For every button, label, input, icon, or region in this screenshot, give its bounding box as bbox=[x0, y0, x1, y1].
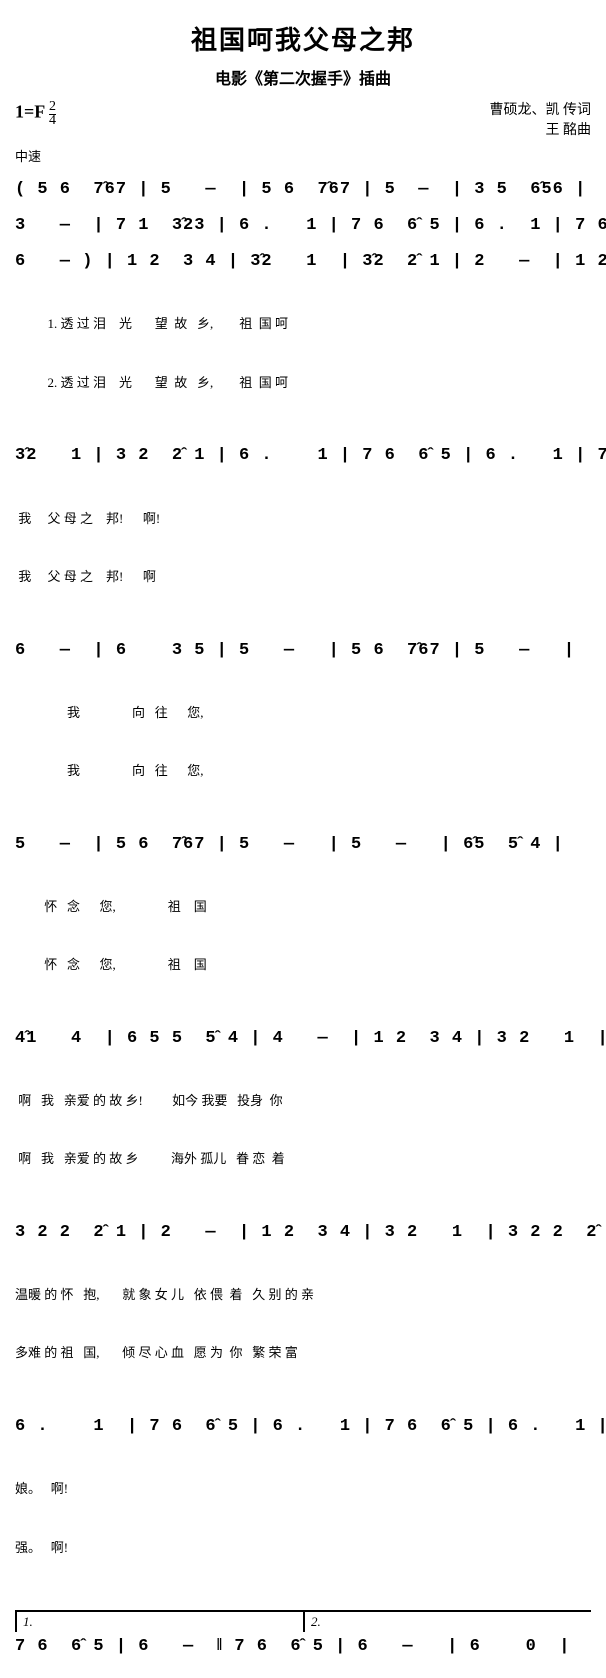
notes-row: 3̂2 1 | 3 2 2̂ 1 | 6 . 1 | 7 6 6̂ 5 | 6 … bbox=[15, 445, 591, 467]
volta-2: 2. bbox=[303, 1610, 591, 1632]
lyricist-credit: 曹硕龙、凯 传词 bbox=[490, 101, 592, 121]
notes-row: 4̂1 4 | 6 5 5 5̂ 4 | 4 — | 1 2 3 4 | 3 2… bbox=[15, 1028, 591, 1050]
song-subtitle: 电影《第二次握手》插曲 bbox=[15, 65, 591, 89]
lyric-line-1: 娘。 啊! bbox=[15, 1479, 591, 1499]
lyric-line-1: 我 父 母 之 邦! 啊! bbox=[15, 509, 591, 529]
time-signature: 2 4 bbox=[49, 101, 56, 127]
lyric-line-2: 2. 透 过 泪 光 望 故 乡, 祖 国 呵 bbox=[15, 373, 591, 393]
lyric-group: 我 父 母 之 邦! 啊! 我 父 母 之 邦! 啊 bbox=[15, 470, 591, 626]
lyric-line-2: 我 父 母 之 邦! 啊 bbox=[15, 567, 591, 587]
score-line-7: 3 2 2 2̂ 1 | 2 — | 1 2 3 4 | 3 2 1 | 3 2… bbox=[15, 1222, 591, 1402]
composer-credit: 王 酩曲 bbox=[490, 121, 592, 141]
score-line-ending: 7 6 6̂ 5 | 6 — ‖ 7 6 6̂ 5 | 6 — | 6 0 | bbox=[15, 1636, 591, 1658]
notes-row: 6 — | 6 3 5 | 5 — | 5 6 7̂67 | 5 — | bbox=[15, 640, 591, 662]
score-line-1: 3 — | 7 1 3̂23 | 6 . 1 | 7 6 6̂ 5 | 6 . … bbox=[15, 215, 591, 237]
key-signature: 1=F 2 4 bbox=[15, 101, 56, 140]
notes-row: 3 — | 7 1 3̂23 | 6 . 1 | 7 6 6̂ 5 | 6 . … bbox=[15, 215, 591, 237]
lyric-line-1: 1. 透 过 泪 光 望 故 乡, 祖 国 呵 bbox=[15, 314, 591, 334]
score-line-5: 5 — | 5 6 7̂67 | 5 — | 5 — | 6̂5 5̂ 4 | … bbox=[15, 834, 591, 1014]
lyric-line-1: 温暖 的 怀 抱, 就 象 女 儿 依 偎 着 久 别 的 亲 bbox=[15, 1285, 591, 1305]
score-line-6: 4̂1 4 | 6 5 5 5̂ 4 | 4 — | 1 2 3 4 | 3 2… bbox=[15, 1028, 591, 1208]
lyric-line-1: 怀 念 您, 祖 国 bbox=[15, 897, 591, 917]
lyric-group: 我 向 往 您, 我 向 往 您, bbox=[15, 664, 591, 820]
lyric-line-2: 啊 我 亲爱 的 故 乡 海外 孤儿 眷 恋 着 bbox=[15, 1149, 591, 1169]
score-line-8: 6 . 1 | 7 6 6̂ 5 | 6 . 1 | 7 6 6̂ 5 | 6 … bbox=[15, 1416, 591, 1596]
lyric-group: 怀 念 您, 祖 国 怀 念 您, 祖 国 bbox=[15, 858, 591, 1014]
lyric-line-1: 我 向 往 您, bbox=[15, 703, 591, 723]
score-line-0: ( 5 6 7̂67 | 5 — | 5 6 7̂67 | 5 — | 3 5 … bbox=[15, 179, 591, 201]
song-title: 祖国呵我父母之邦 bbox=[15, 20, 591, 57]
notes-row: 6 — ) | 1 2 3 4 | 3̂2 1 | 3̂2 2̂ 1 | 2 —… bbox=[15, 251, 591, 273]
notes-row: 3 2 2 2̂ 1 | 2 — | 1 2 3 4 | 3 2 1 | 3 2… bbox=[15, 1222, 591, 1244]
lyric-line-2: 强。 啊! bbox=[15, 1538, 591, 1558]
notes-row: 5 — | 5 6 7̂67 | 5 — | 5 — | 6̂5 5̂ 4 | bbox=[15, 834, 591, 856]
credits: 曹硕龙、凯 传词 王 酩曲 bbox=[490, 101, 592, 140]
header-row: 1=F 2 4 曹硕龙、凯 传词 王 酩曲 bbox=[15, 101, 591, 140]
score-line-2: 6 — ) | 1 2 3 4 | 3̂2 1 | 3̂2 2̂ 1 | 2 —… bbox=[15, 251, 591, 431]
lyric-group: 啊 我 亲爱 的 故 乡! 如今 我要 投身 你 啊 我 亲爱 的 故 乡 海外… bbox=[15, 1052, 591, 1208]
score-line-3: 3̂2 1 | 3 2 2̂ 1 | 6 . 1 | 7 6 6̂ 5 | 6 … bbox=[15, 445, 591, 625]
lyric-line-2: 多难 的 祖 国, 倾 尽 心 血 愿 为 你 繁 荣 富 bbox=[15, 1343, 591, 1363]
notes-row: 6 . 1 | 7 6 6̂ 5 | 6 . 1 | 7 6 6̂ 5 | 6 … bbox=[15, 1416, 591, 1438]
lyric-line-1: 啊 我 亲爱 的 故 乡! 如今 我要 投身 你 bbox=[15, 1091, 591, 1111]
notes-row: 7 6 6̂ 5 | 6 — ‖ 7 6 6̂ 5 | 6 — | 6 0 | bbox=[15, 1636, 591, 1658]
time-sig-den: 4 bbox=[49, 115, 56, 128]
volta-1: 1. bbox=[15, 1610, 303, 1632]
lyric-group: 温暖 的 怀 抱, 就 象 女 儿 依 偎 着 久 别 的 亲 多难 的 祖 国… bbox=[15, 1246, 591, 1402]
volta-brackets: 1. 2. bbox=[15, 1610, 591, 1632]
lyric-group: 1. 透 过 泪 光 望 故 乡, 祖 国 呵 2. 透 过 泪 光 望 故 乡… bbox=[15, 275, 591, 431]
key-sig-text: 1=F bbox=[15, 102, 45, 122]
notes-row: ( 5 6 7̂67 | 5 — | 5 6 7̂67 | 5 — | 3 5 … bbox=[15, 179, 591, 201]
lyric-line-2: 我 向 往 您, bbox=[15, 761, 591, 781]
lyric-line-2: 怀 念 您, 祖 国 bbox=[15, 955, 591, 975]
lyric-group: 娘。 啊! 强。 啊! bbox=[15, 1440, 591, 1596]
tempo-marking: 中速 bbox=[15, 146, 591, 165]
score-line-4: 6 — | 6 3 5 | 5 — | 5 6 7̂67 | 5 — | 我 向… bbox=[15, 640, 591, 820]
